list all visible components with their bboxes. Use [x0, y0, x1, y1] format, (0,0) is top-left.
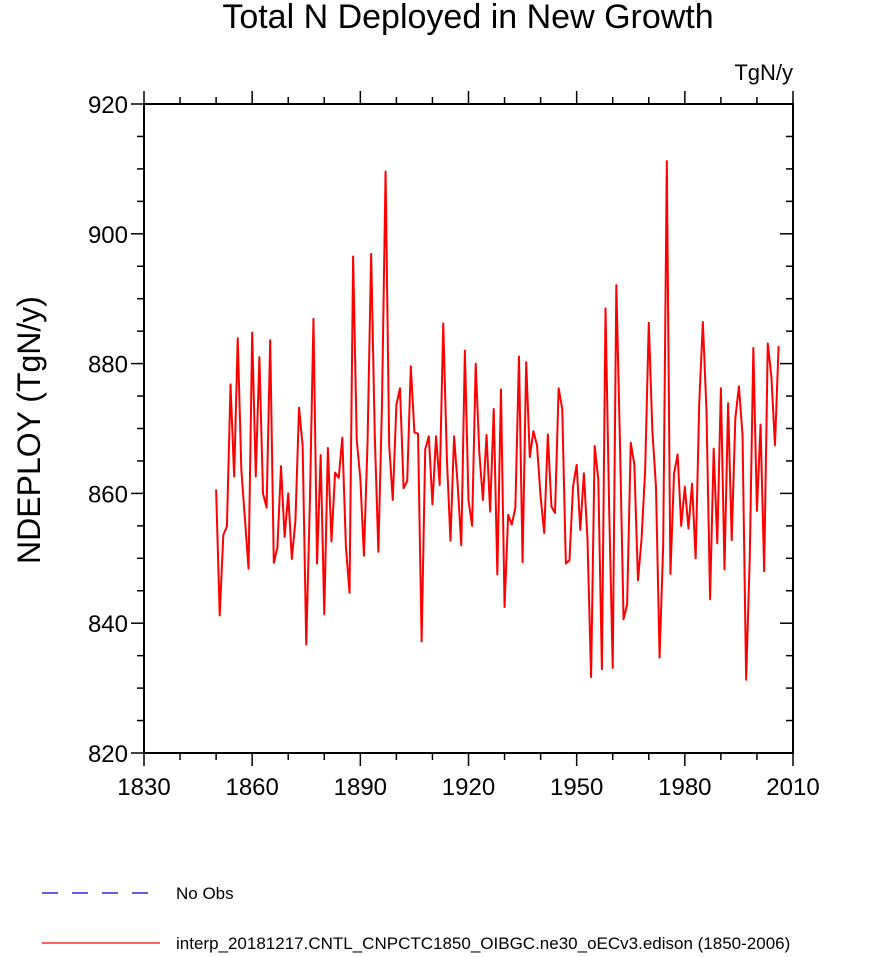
tick-layer: [131, 91, 794, 766]
y-tick-label: 840: [88, 611, 128, 638]
y-tick-label: 920: [88, 92, 128, 119]
y-tick-label: 820: [88, 741, 128, 768]
x-tick-label: 1860: [225, 774, 278, 801]
series-layer: [215, 160, 780, 681]
tick-label-layer: 1830 1860 1890 1920 1950 1980 2010 820 840 860 880…: [88, 92, 820, 801]
y-axis-label: NDEPLOY (TgN/y): [11, 296, 47, 564]
units-label: TgN/y: [734, 60, 793, 85]
x-tick-label: 2010: [766, 774, 819, 801]
plot-frame: [143, 103, 794, 754]
legend: No Obs interp_20181217.CNTL_CNPCTC1850_O…: [42, 884, 790, 953]
y-tick-label: 880: [88, 352, 128, 379]
series-line-0: [215, 160, 780, 681]
chart-title: Total N Deployed in New Growth: [222, 0, 713, 36]
x-tick-label: 1890: [334, 774, 387, 801]
legend-label-no-obs: No Obs: [176, 884, 234, 903]
y-tick-label: 900: [88, 222, 128, 249]
x-tick-label: 1980: [658, 774, 711, 801]
x-tick-label: 1920: [442, 774, 495, 801]
x-tick-label: 1950: [550, 774, 603, 801]
x-tick-label: 1830: [117, 774, 170, 801]
y-tick-label: 860: [88, 481, 128, 508]
legend-label-model: interp_20181217.CNTL_CNPCTC1850_OIBGC.ne…: [176, 934, 790, 953]
